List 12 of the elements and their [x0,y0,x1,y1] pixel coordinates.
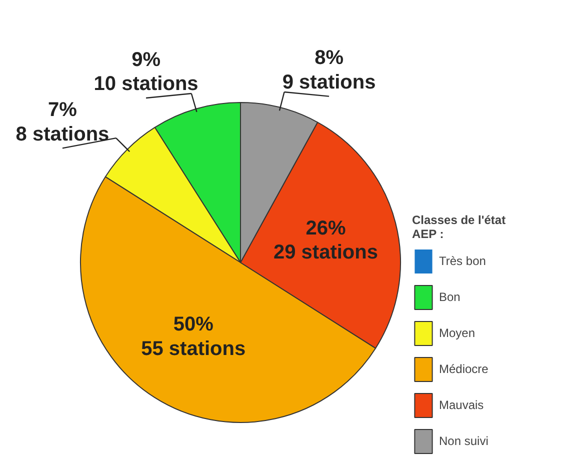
legend-label: Bon [439,289,460,306]
data-label: 9% 10 stations [94,48,198,96]
data-label: 7% 8 stations [16,99,110,146]
legend-title: Classes de l'état AEP : [412,213,506,241]
legend-label: Médiocre [439,361,488,378]
legend-label: Très bon [439,253,486,270]
legend-label: Mauvais [439,397,484,414]
data-label: 26% 29 stations [273,218,378,264]
data-label: 8% 9 stations [282,47,376,94]
legend-label: Non suivi [439,433,488,450]
data-label: 50% 55 stations [141,314,246,360]
legend-label: Moyen [439,325,476,342]
